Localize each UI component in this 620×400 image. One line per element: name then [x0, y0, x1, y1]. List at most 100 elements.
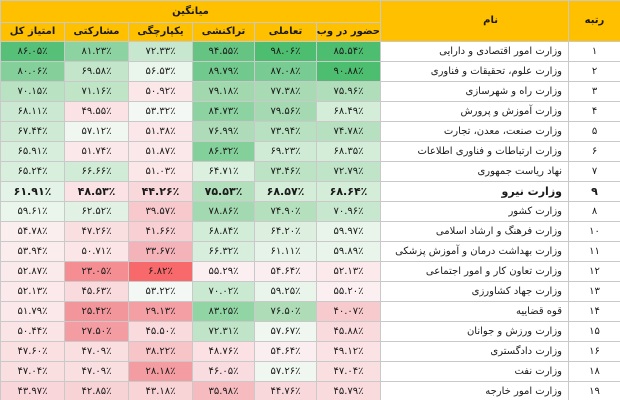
score-cell: ۴۷.۰۹٪ — [64, 341, 129, 362]
table-row: ۶ وزارت ارتباطات و فناوری اطلاعات ۶۸.۳۵٪ ۶۹… — [0, 141, 620, 162]
score-cell: ۲۹.۱۳٪ — [128, 301, 193, 322]
ministry-name-cell: قوه قضاییه — [380, 301, 569, 322]
score-cell: ۵۷.۱۲٪ — [64, 121, 129, 142]
score-cell: ۷۴.۷۸٪ — [316, 121, 381, 142]
ministry-name-cell: وزارت تعاون کار و امور اجتماعی — [380, 261, 569, 282]
rank-cell: ۹ — [568, 181, 620, 202]
score-cell: ۶۴.۲۰٪ — [254, 221, 317, 242]
table-row: ۱۰ وزارت فرهنگ و ارشاد اسلامی ۵۹.۹۷٪ ۶۴.۲۰٪… — [0, 221, 620, 242]
col-header-interactive: تعاملی — [254, 22, 317, 42]
col-header-transactional: تراکنشی — [192, 22, 255, 42]
rank-cell: ۸ — [568, 201, 620, 222]
score-cell: ۲۳.۰۵٪ — [64, 261, 129, 282]
score-cell: ۴۸.۵۳٪ — [64, 181, 129, 202]
score-cell: ۴۴.۲۶٪ — [128, 181, 193, 202]
score-cell: ۶۸.۵۷٪ — [254, 181, 317, 202]
score-cell: ۶۹.۲۳٪ — [254, 141, 317, 162]
rank-cell: ۱۰ — [568, 221, 620, 242]
score-cell: ۴۳.۹۷٪ — [0, 381, 65, 400]
ministry-name-cell: وزارت نفت — [380, 361, 569, 382]
col-header-integration: یکپارچگی — [128, 22, 193, 42]
score-cell: ۵۱.۷۹٪ — [0, 301, 65, 322]
average-group-header: میانگین — [0, 0, 381, 23]
score-cell: ۷۸.۸۶٪ — [192, 201, 255, 222]
ministry-name-cell: وزارت امور خارجه — [380, 381, 569, 400]
score-cell: ۴۵.۷۹٪ — [316, 381, 381, 400]
score-cell: ۴۷.۰۹٪ — [64, 361, 129, 382]
ministry-name-cell: وزارت امور اقتصادی و دارایی — [380, 41, 569, 62]
table-row: ۱۵ وزارت ورزش و جوانان ۴۵.۸۸٪ ۵۷.۶۷٪ ۷۲.۳۱٪ ۴… — [0, 321, 620, 342]
score-cell: ۸۳.۲۵٪ — [192, 301, 255, 322]
score-cell: ۲۵.۴۲٪ — [64, 301, 129, 322]
col-header-web-presence: حضور در وب — [316, 22, 381, 42]
score-cell: ۷۹.۱۸٪ — [192, 81, 255, 102]
score-cell: ۵۴.۶۴٪ — [254, 261, 317, 282]
score-cell: ۵۳.۹۴٪ — [0, 241, 65, 262]
table-row: ۷ نهاد ریاست جمهوری ۷۲.۷۹٪ ۷۳.۴۶٪ ۶۴.۷۱٪ ۵۱.۰… — [0, 161, 620, 182]
score-cell: ۵۹.۲۵٪ — [254, 281, 317, 302]
score-cell: ۶۷.۴۴٪ — [0, 121, 65, 142]
score-cell: ۴۵.۵۰٪ — [128, 321, 193, 342]
score-cell: ۲۸.۱۸٪ — [128, 361, 193, 382]
score-cell: ۷۲.۳۳٪ — [128, 41, 193, 62]
score-cell: ۸۴.۷۳٪ — [192, 101, 255, 122]
score-cell: ۵۵.۲۰٪ — [316, 281, 381, 302]
table-row: ۱۶ وزارت دادگستری ۴۹.۱۲٪ ۵۴.۶۴٪ ۴۸.۷۶٪ ۳۸.۲۲٪… — [0, 341, 620, 362]
rank-cell: ۱۹ — [568, 381, 620, 400]
score-cell: ۶.۸۲٪ — [128, 261, 193, 282]
score-cell: ۶۱.۹۱٪ — [0, 181, 65, 202]
score-cell: ۴۰.۰۷٪ — [316, 301, 381, 322]
score-cell: ۶۵.۹۱٪ — [0, 141, 65, 162]
score-cell: ۵۳.۳۲٪ — [128, 101, 193, 122]
score-cell: ۵۷.۶۷٪ — [254, 321, 317, 342]
rank-cell: ۱۳ — [568, 281, 620, 302]
ministry-name-cell: وزارت جهاد کشاورزی — [380, 281, 569, 302]
score-cell: ۵۲.۱۳٪ — [0, 281, 65, 302]
table-row: ۱۱ وزارت بهداشت درمان و آموزش پزشکی ۵۹.۸۹٪… — [0, 241, 620, 262]
score-cell: ۴۲.۸۵٪ — [64, 381, 129, 400]
score-cell: ۹۸.۰۶٪ — [254, 41, 317, 62]
rank-cell: ۱۸ — [568, 361, 620, 382]
score-cell: ۷۶.۵۰٪ — [254, 301, 317, 322]
score-cell: ۴۹.۱۲٪ — [316, 341, 381, 362]
score-cell: ۴۵.۶۳٪ — [64, 281, 129, 302]
score-cell: ۷۰.۹۶٪ — [316, 201, 381, 222]
score-cell: ۴۹.۵۵٪ — [64, 101, 129, 122]
score-cell: ۸۱.۲۳٪ — [64, 41, 129, 62]
score-cell: ۵۹.۹۷٪ — [316, 221, 381, 242]
score-cell: ۶۸.۸۴٪ — [192, 221, 255, 242]
score-cell: ۶۹.۵۸٪ — [64, 61, 129, 82]
rank-header: رتبه — [568, 0, 620, 42]
score-cell: ۵۷.۲۶٪ — [254, 361, 317, 382]
score-cell: ۸۹.۷۹٪ — [192, 61, 255, 82]
table-row: ۱۲ وزارت تعاون کار و امور اجتماعی ۵۲.۱۳٪ ۵۴… — [0, 261, 620, 282]
score-cell: ۸۶.۰۵٪ — [0, 41, 65, 62]
ministry-name-cell: وزارت علوم، تحقیقات و فناوری — [380, 61, 569, 82]
rank-cell: ۱۴ — [568, 301, 620, 322]
score-cell: ۷۶.۹۹٪ — [192, 121, 255, 142]
score-cell: ۷۳.۹۴٪ — [254, 121, 317, 142]
table-body: ۱ وزارت امور اقتصادی و دارایی ۸۵.۵۴٪ ۹۸.۰۶٪… — [0, 41, 620, 400]
score-cell: ۴۷.۰۴٪ — [0, 361, 65, 382]
table-row: ۱۳ وزارت جهاد کشاورزی ۵۵.۲۰٪ ۵۹.۲۵٪ ۷۰.۰۲٪ ۵۳… — [0, 281, 620, 302]
score-cell: ۶۶.۶۶٪ — [64, 161, 129, 182]
table-row: ۱۹ وزارت امور خارجه ۴۵.۷۹٪ ۴۴.۷۶٪ ۳۵.۹۸٪ ۴۳.۱… — [0, 381, 620, 400]
rank-cell: ۱۱ — [568, 241, 620, 262]
score-cell: ۸۰.۰۶٪ — [0, 61, 65, 82]
score-cell: ۸۶.۳۲٪ — [192, 141, 255, 162]
score-cell: ۵۵.۲۹٪ — [192, 261, 255, 282]
ministry-name-cell: وزارت راه و شهرسازی — [380, 81, 569, 102]
score-cell: ۷۹.۵۶٪ — [254, 101, 317, 122]
score-cell: ۵۰.۴۴٪ — [0, 321, 65, 342]
score-cell: ۷۲.۳۱٪ — [192, 321, 255, 342]
score-cell: ۶۸.۴۹٪ — [316, 101, 381, 122]
score-cell: ۵۰.۷۱٪ — [64, 241, 129, 262]
score-cell: ۸۵.۵۴٪ — [316, 41, 381, 62]
score-cell: ۶۵.۲۴٪ — [0, 161, 65, 182]
ministry-name-cell: وزارت بهداشت درمان و آموزش پزشکی — [380, 241, 569, 262]
col-header-participation: مشارکتی — [64, 22, 129, 42]
table-row: ۱۴ قوه قضاییه ۴۰.۰۷٪ ۷۶.۵۰٪ ۸۳.۲۵٪ ۲۹.۱۳٪ ۲۵.۴… — [0, 301, 620, 322]
score-cell: ۳۸.۲۲٪ — [128, 341, 193, 362]
col-header-total-score: امتیاز کل — [0, 22, 65, 42]
